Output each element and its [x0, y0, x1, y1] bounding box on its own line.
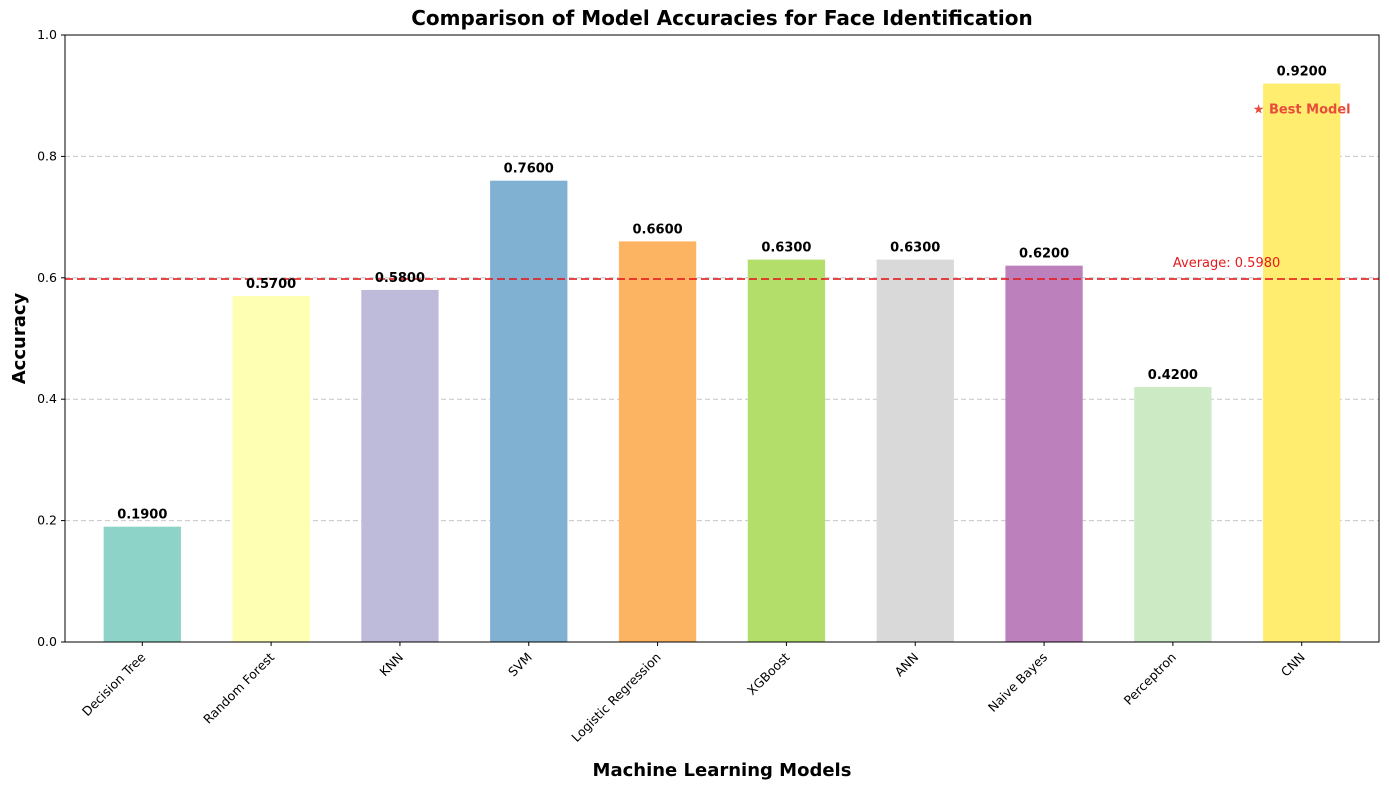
x-tick-label: CNN	[1278, 650, 1308, 680]
bar-value-label: 0.4200	[1148, 368, 1198, 383]
bar	[103, 526, 181, 642]
y-tick-label: 0.4	[37, 391, 57, 406]
x-tick-label: Decision Tree	[79, 649, 149, 719]
bar-value-label: 0.5700	[246, 277, 296, 292]
y-tick-label: 0.0	[37, 634, 57, 649]
y-tick-label: 0.6	[37, 270, 57, 285]
average-label: Average: 0.5980	[1173, 256, 1280, 271]
y-axis-label: Accuracy	[9, 292, 30, 384]
bar	[361, 289, 439, 642]
bar	[1134, 387, 1212, 642]
bar	[232, 296, 310, 642]
bar-value-label: 0.9200	[1277, 65, 1327, 80]
value-labels: 0.1900 0.5700 0.5800 0.7600 0.6600 0.6300 0.63…	[117, 65, 1350, 523]
y-tick-label: 1.0	[37, 27, 57, 42]
average-line-group: Average: 0.5980	[65, 256, 1379, 281]
x-tick-label: ANN	[891, 650, 921, 680]
chart-title: Comparison of Model Accuracies for Face …	[411, 6, 1033, 30]
x-tick-label: SVM	[505, 650, 535, 680]
bar-value-label: 0.6300	[761, 241, 811, 256]
x-tick-label: Random Forest	[200, 649, 277, 726]
x-tick-label: Perceptron	[1121, 650, 1179, 708]
bars	[103, 83, 1341, 642]
bar	[1005, 265, 1083, 642]
x-axis-label: Machine Learning Models	[593, 760, 852, 781]
x-tick-label: KNN	[376, 650, 406, 680]
x-tick-label: Naive Bayes	[985, 650, 1050, 715]
y-tick-label: 0.2	[37, 513, 57, 528]
best-model-annotation: ★ Best Model	[1253, 103, 1351, 118]
plot-frame	[64, 34, 1380, 643]
x-axis-ticks: Decision Tree Random Forest KNN SVM Logistic…	[79, 642, 1308, 745]
bar-value-label: 0.1900	[117, 508, 167, 523]
bar	[490, 180, 568, 642]
y-tick-label: 0.8	[37, 148, 57, 163]
bar-value-label: 0.6600	[633, 222, 683, 237]
bar	[1263, 83, 1341, 642]
bar-value-label: 0.5800	[375, 271, 425, 286]
y-axis-ticks: 0.0 0.2 0.4 0.6 0.8 1.0	[37, 27, 65, 649]
x-tick-label: XGBoost	[744, 649, 793, 698]
bar-value-label: 0.6200	[1019, 247, 1069, 262]
bar	[747, 259, 826, 642]
bar-value-label: 0.6300	[890, 241, 940, 256]
bar	[618, 241, 697, 642]
bar-value-label: 0.7600	[504, 162, 554, 177]
bar	[876, 259, 954, 642]
x-tick-label: Logistic Regression	[568, 650, 663, 745]
